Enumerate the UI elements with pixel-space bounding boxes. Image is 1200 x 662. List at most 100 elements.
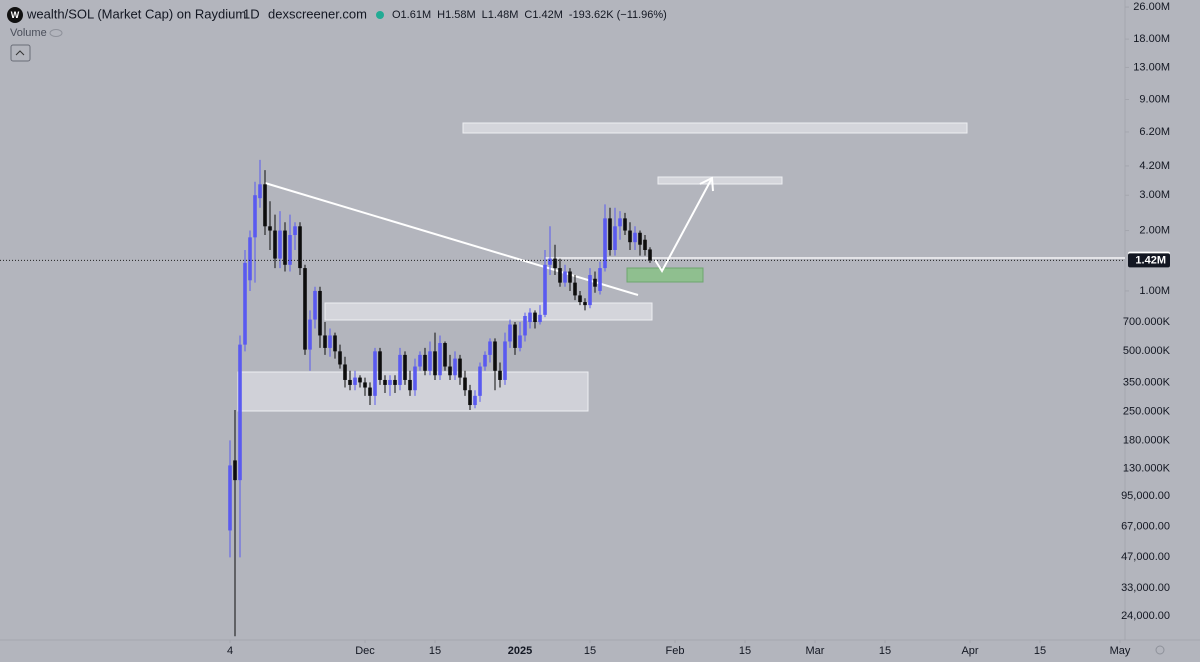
candle-body — [568, 271, 572, 283]
candle-body — [618, 218, 622, 227]
candle-body — [303, 268, 307, 350]
y-tick-label: 24,000.00 — [1121, 610, 1170, 622]
candle-body — [453, 358, 457, 376]
y-tick-label: 250.000K — [1123, 406, 1171, 418]
source: dexscreener.com — [268, 6, 367, 21]
status-dot — [376, 11, 384, 19]
y-tick-label: 700.000K — [1123, 316, 1171, 328]
volume-label[interactable]: Volume — [10, 27, 47, 39]
candle-body — [538, 314, 542, 323]
candle-body — [498, 370, 502, 380]
x-tick-label: Mar — [806, 645, 825, 657]
legend-value: H1.58M — [437, 9, 476, 21]
candle-body — [283, 230, 287, 265]
candle-body — [418, 354, 422, 367]
y-tick-label: 33,000.00 — [1121, 582, 1170, 594]
x-tick-label: Feb — [666, 645, 685, 657]
candle-body — [628, 230, 632, 243]
candle-body — [428, 351, 432, 371]
candle-body — [648, 249, 652, 261]
candle-body — [438, 343, 442, 376]
candle-body — [493, 341, 497, 371]
candle-body — [238, 344, 242, 481]
candle-body — [233, 460, 237, 481]
candle-body — [473, 395, 477, 406]
candle-body — [528, 312, 532, 323]
candle-body — [353, 377, 357, 385]
candle-body — [623, 218, 627, 231]
candle-body — [518, 335, 522, 348]
y-tick-label: 1.00M — [1139, 285, 1170, 297]
y-tick-label: 26.00M — [1133, 1, 1170, 13]
y-tick-label: 350.000K — [1123, 376, 1171, 388]
x-tick-label: Dec — [355, 645, 375, 657]
candle-body — [513, 324, 517, 348]
zone[interactable] — [237, 371, 589, 412]
candle-body — [563, 271, 567, 283]
candle-body — [633, 232, 637, 243]
x-tick-label: 15 — [739, 645, 751, 657]
x-tick-label: 15 — [429, 645, 441, 657]
candle-body — [378, 351, 382, 380]
y-tick-label: 130.000K — [1123, 463, 1171, 475]
candles — [228, 159, 652, 637]
candle-body — [298, 226, 302, 269]
y-tick-label: 18.00M — [1133, 33, 1170, 45]
legend-value: -193.62K (−11.96%) — [569, 9, 667, 21]
candle-body — [558, 268, 562, 283]
y-tick-label: 4.20M — [1139, 160, 1170, 172]
candle-body — [383, 379, 387, 385]
candle-body — [373, 351, 377, 396]
interval[interactable]: 1D — [243, 6, 260, 21]
ohlc-legend: O1.61M H1.58M L1.48M C1.42M -193.62K (−11.96… — [392, 9, 667, 21]
logo-letter: W — [11, 10, 20, 20]
candle-body — [548, 258, 552, 265]
x-tick-label: 15 — [1034, 645, 1046, 657]
arrow[interactable] — [654, 177, 713, 273]
zone[interactable] — [657, 176, 783, 185]
candle-body — [363, 382, 367, 388]
x-tick-label: May — [1110, 645, 1131, 657]
candle-body — [393, 379, 397, 385]
y-tick-label: 2.00M — [1139, 224, 1170, 236]
candle-body — [228, 465, 232, 531]
y-tick-label: 6.20M — [1139, 126, 1170, 138]
y-tick-label: 47,000.00 — [1121, 551, 1170, 563]
zone[interactable] — [324, 302, 653, 321]
candle-body — [458, 358, 462, 378]
y-tick-label: 3.00M — [1139, 189, 1170, 201]
target-zone[interactable] — [626, 267, 704, 283]
logo — [7, 7, 23, 23]
x-tick-label: Apr — [961, 645, 978, 657]
symbol[interactable]: wealth/SOL (Market Cap) on Raydium — [26, 6, 246, 21]
candle-body — [323, 335, 327, 348]
candle-body — [508, 324, 512, 342]
settings-icon[interactable] — [1155, 645, 1165, 655]
candle-body — [543, 264, 547, 315]
candle-body — [523, 316, 527, 336]
candle-body — [358, 377, 362, 383]
collapse-button[interactable] — [10, 44, 31, 62]
collapse-icon — [15, 50, 25, 56]
candle-body — [313, 290, 317, 320]
x-tick-label: 15 — [879, 645, 891, 657]
candle-body — [403, 354, 407, 380]
candle-body — [388, 379, 392, 385]
candle-body — [503, 341, 507, 380]
candle-body — [588, 275, 592, 306]
candle-body — [533, 312, 537, 323]
candle-body — [578, 295, 582, 303]
trend-line[interactable] — [264, 182, 639, 296]
legend-value: O1.61M — [392, 9, 431, 21]
zone[interactable] — [462, 122, 968, 134]
y-tick-label: 500.000K — [1123, 345, 1171, 357]
eye-icon[interactable] — [49, 29, 63, 37]
price-marker — [1128, 253, 1170, 268]
candle-body — [583, 302, 587, 306]
candle-body — [333, 335, 337, 352]
candle-body — [413, 366, 417, 391]
candle-body — [573, 282, 577, 296]
candle-body — [273, 230, 277, 259]
